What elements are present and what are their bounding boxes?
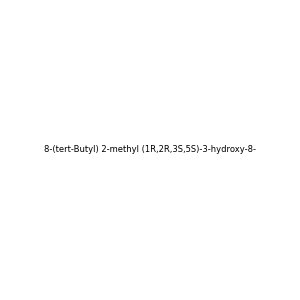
Text: 8-(tert-Butyl) 2-methyl (1R,2R,3S,5S)-3-hydroxy-8-: 8-(tert-Butyl) 2-methyl (1R,2R,3S,5S)-3-… (44, 146, 256, 154)
